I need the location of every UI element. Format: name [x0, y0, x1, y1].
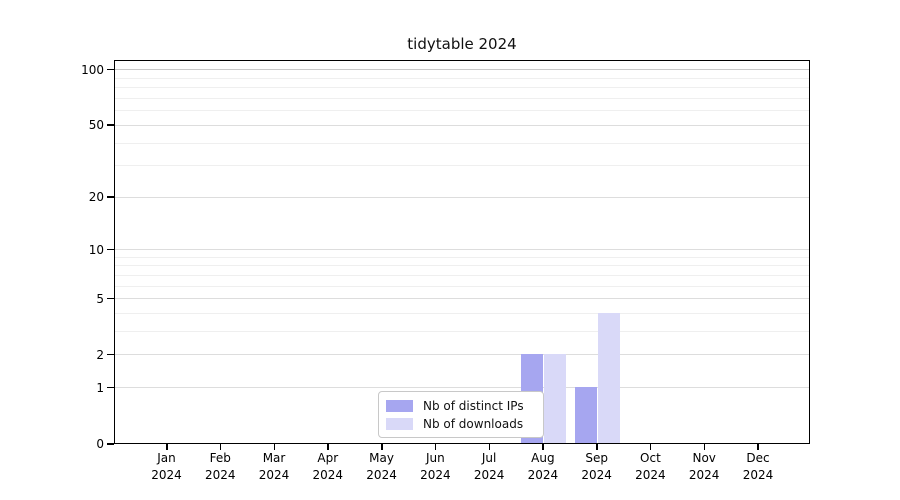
bar-downloads: [597, 313, 620, 444]
x-tick: [488, 444, 491, 450]
x-tick: [649, 444, 652, 450]
x-tick: [542, 444, 544, 450]
x-tick-label: May 2024: [366, 451, 397, 482]
x-tick-label: Mar 2024: [258, 451, 290, 482]
x-tick: [166, 444, 168, 450]
x-tick: [327, 444, 329, 450]
y-gridline-minor: [115, 77, 809, 79]
y-tick: [107, 196, 114, 198]
legend: Nb of distinct IPs Nb of downloads: [378, 391, 544, 438]
y-tick: [107, 443, 114, 445]
x-tick: [219, 444, 222, 450]
x-tick-label: Jan 2024: [151, 451, 182, 482]
y-gridline-major: [115, 354, 809, 356]
plot-area: [114, 60, 810, 444]
y-gridline-major: [115, 196, 809, 198]
legend-swatch-distinct-ips: [386, 399, 413, 412]
x-tick: [757, 444, 759, 450]
y-gridline-minor: [115, 87, 809, 89]
x-tick: [434, 444, 437, 450]
y-gridline-major: [115, 124, 809, 126]
legend-swatch-downloads: [386, 417, 413, 430]
x-tick-label: Feb 2024: [204, 451, 236, 482]
x-tick-label: Oct 2024: [635, 451, 666, 482]
x-tick: [381, 444, 383, 450]
y-gridline-minor: [115, 313, 809, 315]
y-gridline-major: [115, 69, 809, 71]
y-gridline-minor: [115, 265, 809, 267]
y-tick-label: 1: [96, 380, 104, 395]
y-gridline-major: [115, 249, 809, 251]
y-gridline-major: [115, 298, 809, 300]
legend-item-downloads: Nb of downloads: [386, 417, 536, 431]
legend-item-distinct-ips: Nb of distinct IPs: [386, 399, 536, 413]
y-tick-label: 50: [88, 118, 104, 133]
y-gridline-minor: [115, 110, 809, 112]
y-tick-label: 20: [88, 190, 104, 205]
y-tick-label: 0: [96, 437, 104, 451]
y-gridline-minor: [115, 285, 809, 287]
y-gridline-minor: [115, 256, 809, 258]
y-tick: [107, 248, 114, 251]
legend-label-downloads: Nb of downloads: [423, 416, 524, 431]
y-tick-label: 10: [88, 242, 104, 257]
x-tick-label: Dec 2024: [742, 451, 774, 482]
y-tick: [107, 297, 114, 300]
y-tick: [107, 124, 114, 126]
x-tick-label: Sep 2024: [581, 451, 612, 482]
y-tick-label: 5: [96, 291, 104, 306]
x-tick-label: Jun 2024: [420, 451, 451, 482]
y-tick-label: 100: [81, 62, 104, 77]
chart-title: tidytable 2024: [407, 35, 517, 53]
x-tick: [273, 444, 276, 450]
bar-downloads: [543, 354, 566, 444]
y-gridline-minor: [115, 165, 809, 167]
bar-distinct-ips: [574, 387, 597, 444]
x-tick-label: Nov 2024: [688, 451, 720, 482]
y-tick: [107, 386, 114, 389]
x-tick: [596, 444, 598, 450]
x-tick-label: Aug 2024: [527, 451, 559, 482]
y-tick: [107, 353, 114, 356]
legend-label-distinct-ips: Nb of distinct IPs: [423, 398, 524, 413]
y-gridline-minor: [115, 98, 809, 100]
y-gridline-minor: [115, 331, 809, 333]
y-gridline-minor: [115, 274, 809, 276]
x-tick-label: Jul 2024: [473, 451, 505, 482]
y-gridline-major: [115, 387, 809, 389]
y-gridline-minor: [115, 142, 809, 144]
y-tick-label: 2: [96, 347, 104, 362]
x-tick-label: Apr 2024: [312, 451, 344, 482]
x-tick: [703, 444, 706, 450]
y-tick: [107, 68, 114, 71]
